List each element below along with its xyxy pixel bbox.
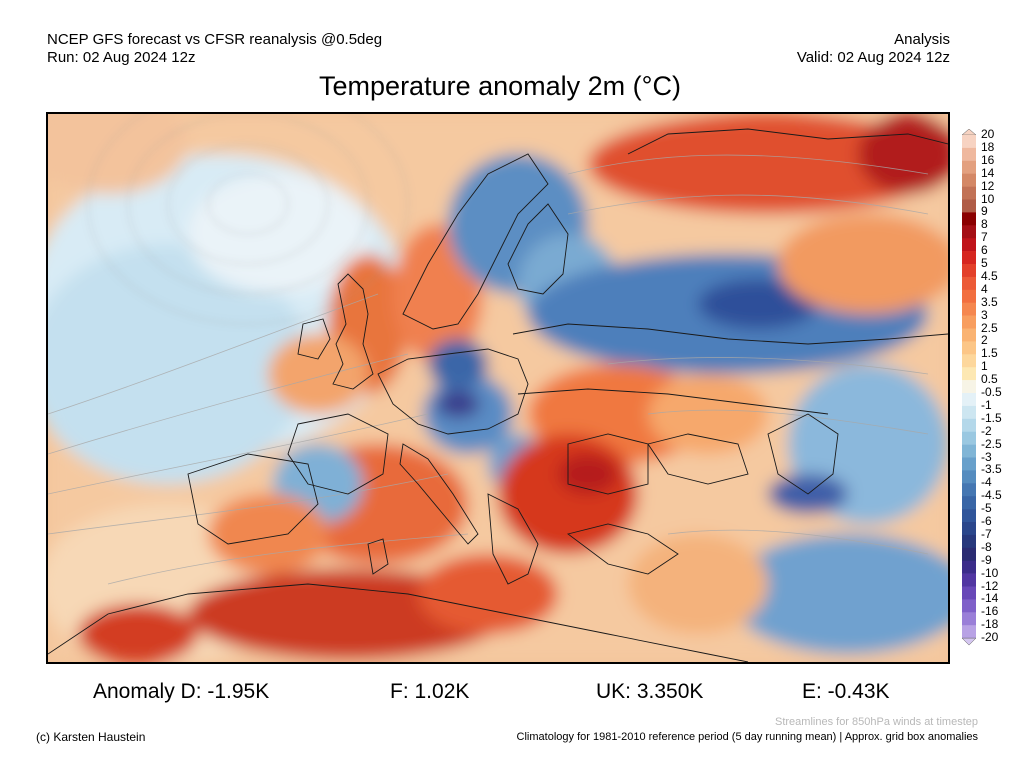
colorbar-cell (962, 225, 976, 239)
colorbar-cell (962, 573, 976, 587)
colorbar-tick-label: -8 (981, 539, 992, 554)
colorbar-tick-label: 0.5 (981, 372, 998, 387)
colorbar-tick-label: -5 (981, 501, 992, 516)
anomaly-germany: Anomaly D: -1.95K (93, 680, 270, 703)
colorbar-tick-label: -18 (981, 617, 999, 632)
colorbar-tick-label: -1.5 (981, 410, 1002, 425)
colorbar-tick-label: 4 (981, 281, 988, 296)
anomaly-spain: E: -0.43K (802, 680, 890, 703)
colorbar-cell (962, 457, 976, 471)
colorbar-tick-label: 18 (981, 139, 995, 154)
colorbar-cell (962, 586, 976, 600)
colorbar-tick-label: -1 (981, 397, 992, 412)
coastlines (48, 128, 948, 662)
colorbar-cell (962, 599, 976, 613)
colorbar-tick-label: 5 (981, 256, 988, 270)
colorbar-cell (962, 522, 976, 536)
colorbar-cell (962, 328, 976, 342)
colorbar-tick-label: -20 (981, 630, 999, 645)
colorbar-cell (962, 612, 976, 626)
colorbar-cell (962, 367, 976, 381)
colorbar-cell (962, 160, 976, 174)
colorbar-tick-label: 20 (981, 127, 995, 141)
model-description: NCEP GFS forecast vs CFSR reanalysis @0.… (47, 31, 383, 48)
climatology-note: Climatology for 1981-2010 reference peri… (516, 731, 978, 743)
credit: (c) Karsten Haustein (36, 730, 146, 744)
colorbar-cell (962, 264, 976, 278)
chart-title: Temperature anomaly 2m (°C) (319, 71, 681, 101)
colorbar-tick-label: 2 (981, 333, 988, 348)
colorbar-cell (962, 444, 976, 458)
colorbar-tick-label: -2.5 (981, 436, 1002, 451)
colorbar-tick-label: 10 (981, 191, 995, 206)
colorbar-cell (962, 405, 976, 420)
colorbar-tick-label: -7 (981, 526, 992, 541)
colorbar-tick-label: -2 (981, 423, 992, 438)
colorbar-cell (962, 393, 976, 407)
colorbar-cell (962, 199, 976, 213)
valid-time: Valid: 02 Aug 2024 12z (796, 49, 950, 66)
colorbar-tick-label: 2.5 (981, 320, 998, 335)
colorbar-tick-label: -0.5 (981, 385, 1002, 399)
colorbar-arrow-bottom (962, 637, 976, 646)
colorbar-cell (962, 560, 976, 574)
colorbar-cell (962, 418, 976, 432)
colorbar-tick-label: 7 (981, 230, 988, 245)
colorbar-cell (962, 251, 976, 265)
colorbar-cell (962, 186, 976, 200)
streamlines (87, 114, 409, 325)
colorbar-cell (962, 625, 976, 639)
colorbar-cell (962, 534, 976, 549)
colorbar-arrow-top (962, 129, 976, 136)
colorbar-cell (962, 341, 976, 355)
colorbar-tick-label: 14 (981, 165, 995, 180)
colorbar-tick-label: 1.5 (981, 346, 998, 361)
colorbar-cell (962, 483, 976, 497)
colorbar-tick-label: 16 (981, 152, 995, 167)
colorbar-tick-label: -4 (981, 475, 992, 490)
colorbar-cell (962, 470, 976, 484)
anomaly-france: F: 1.02K (390, 680, 470, 703)
colorbar-tick-label: -4.5 (981, 488, 1002, 503)
colorbar-cell (962, 147, 976, 162)
colorbar-tick-label: 3 (981, 307, 988, 322)
colorbar-cell (962, 547, 976, 561)
colorbar-tick-label: -10 (981, 565, 999, 580)
colorbar-tick-label: -14 (981, 591, 999, 606)
colorbar-cell (962, 173, 976, 187)
colorbar-tick-label: -12 (981, 578, 999, 593)
colorbar-cell (962, 315, 976, 329)
colorbar-tick-label: -6 (981, 514, 992, 528)
analysis-label: Analysis (894, 31, 950, 48)
colorbar-cell (962, 212, 976, 226)
colorbar-cell (962, 496, 976, 510)
streamlines-note: Streamlines for 850hPa winds at timestep (775, 716, 978, 728)
anomaly-uk: UK: 3.350K (596, 680, 704, 703)
streamline-curves (48, 154, 929, 585)
colorbar-tick-label: -3.5 (981, 462, 1002, 477)
colorbar-cell (962, 354, 976, 368)
colorbar-cell (962, 431, 976, 445)
anomaly-map (46, 112, 950, 664)
colorbar-tick-label: -3 (981, 449, 992, 464)
run-time: Run: 02 Aug 2024 12z (47, 49, 196, 66)
colorbar-cell (962, 380, 976, 394)
colorbar (962, 129, 976, 646)
colorbar-cell (962, 509, 976, 523)
colorbar-cell (962, 238, 976, 252)
anomaly-field (48, 114, 948, 662)
colorbar-tick-label: 9 (981, 204, 988, 219)
colorbar-tick-label: 4.5 (981, 268, 998, 283)
colorbar-tick-label: 1 (981, 359, 988, 374)
colorbar-cell (962, 302, 976, 316)
colorbar-tick-label: 12 (981, 178, 995, 193)
colorbar-tick-label: -9 (981, 552, 992, 567)
colorbar-tick-label: 3.5 (981, 294, 998, 309)
colorbar-cell (962, 289, 976, 303)
colorbar-cell (962, 135, 976, 149)
colorbar-tick-label: 8 (981, 217, 988, 232)
colorbar-tick-label: -16 (981, 604, 999, 619)
colorbar-tick-label: 6 (981, 243, 988, 258)
colorbar-cell (962, 276, 976, 291)
